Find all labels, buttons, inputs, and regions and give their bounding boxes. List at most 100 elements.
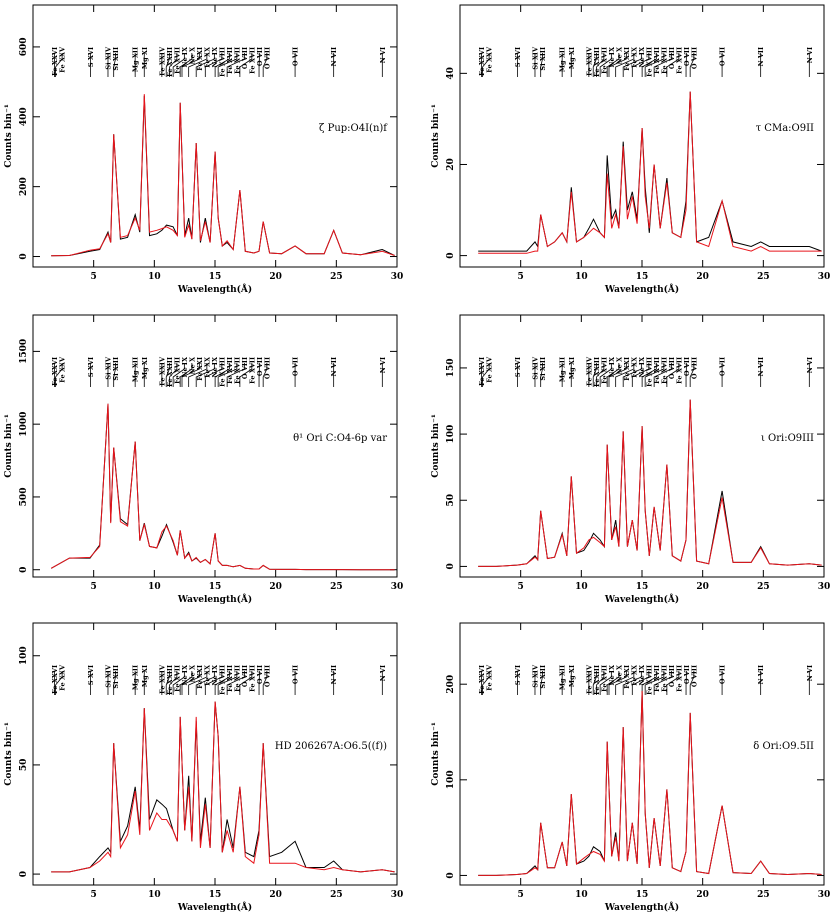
line-id-marker (608, 671, 627, 695)
line-id-marker (113, 53, 116, 77)
line-id-marker (165, 363, 170, 387)
spectrum-line (50, 403, 395, 571)
y-tick-label: 100 (19, 646, 29, 665)
x-tick-label: 5 (518, 272, 524, 282)
y-tick-label: 0 (446, 872, 456, 878)
line-id-label: S XVI (87, 357, 95, 377)
line-id-label: Fe XX (630, 46, 638, 68)
line-id-label: Mg XI (141, 665, 149, 687)
line-id-label: N VII (330, 357, 338, 376)
line-id-label: Si XIII (112, 47, 120, 71)
y-axis-label: Counts bin⁻¹ (431, 104, 441, 168)
line-id-label: Fe XX (203, 356, 211, 378)
line-id-marker (204, 53, 223, 77)
line-id-marker (615, 53, 635, 77)
y-tick-label: 50 (446, 494, 456, 507)
line-id-marker (217, 363, 238, 387)
panel-title: ι Ori:O9III (761, 433, 814, 444)
x-tick-label: 5 (91, 582, 97, 592)
line-id-label: O VIII (668, 47, 676, 69)
line-id-label: Fe XXIII (593, 47, 601, 77)
x-tick-label: 20 (269, 272, 282, 282)
line-id-marker (599, 363, 612, 387)
line-id-label: Ne X (188, 46, 196, 64)
y-tick-label: 100 (446, 770, 456, 789)
line-id-marker (592, 671, 597, 695)
line-id-marker (214, 363, 230, 387)
line-id-label: Si XIV (104, 46, 112, 70)
line-id-label: Fe XXIII (593, 357, 601, 387)
x-tick-label: 30 (818, 582, 830, 592)
line-id-label: Fe XXIV (585, 664, 593, 694)
line-id-marker (540, 53, 543, 77)
x-tick-label: 10 (148, 272, 161, 282)
x-tick-label: 5 (518, 582, 524, 592)
line-id-label: Ne IX (211, 356, 219, 377)
y-tick-label: 1500 (19, 339, 29, 364)
line-id-marker (631, 53, 650, 77)
line-id-marker (181, 671, 200, 695)
line-id-label: Fe XVIII (218, 47, 226, 77)
x-tick-label: 15 (209, 582, 222, 592)
x-tick-label: 30 (391, 890, 404, 900)
line-id-marker (179, 363, 193, 387)
line-id-marker (644, 53, 665, 77)
spectrum-line (478, 91, 822, 254)
y-tick-label: 100 (446, 425, 456, 444)
line-id-label: O VIII (690, 665, 698, 687)
line-id-label: N VI (379, 47, 387, 63)
x-tick-label: 10 (148, 582, 161, 592)
spectrum-line (51, 701, 395, 873)
line-id-label: Mg XI (568, 357, 576, 379)
line-id-label: Fe XVII (600, 357, 608, 384)
line-id-marker (622, 53, 642, 77)
spectrum-line (478, 399, 822, 567)
line-id-label: O VII (719, 47, 727, 66)
line-id-label: Ne X (188, 356, 196, 374)
line-id-label: Fe XXI (196, 47, 204, 71)
y-tick-label: 400 (19, 107, 29, 126)
x-axis-label: Wavelength(Å) (177, 901, 252, 913)
spectrum-line (51, 701, 395, 873)
line-id-marker (631, 671, 650, 695)
x-tick-label: 30 (818, 890, 830, 900)
x-tick-label: 10 (575, 890, 588, 900)
line-id-marker (239, 363, 253, 387)
line-id-marker (608, 363, 627, 387)
line-id-label: Fe XXI (196, 357, 204, 381)
line-id-marker (172, 53, 185, 77)
panel-title: δ Ori:O9.5II (753, 741, 814, 752)
line-id-label: Fe XVIII (645, 665, 653, 695)
line-id-label: Fe XX (630, 664, 638, 686)
line-id-label: N VII (330, 47, 338, 66)
line-id-marker (482, 53, 490, 77)
line-id-marker (188, 53, 208, 77)
line-id-label: Ne IX (181, 356, 189, 377)
line-id-marker (204, 363, 223, 387)
line-id-label: Fe XVII (675, 47, 683, 74)
line-id-label: O VIII (263, 47, 271, 69)
panel: 5 10 15 20 25 30 0 50 100 Wavelength(Å) Counts bin… (4, 622, 404, 913)
line-id-label: Fe XVIII (218, 357, 226, 387)
line-id-label: Fe XVII (600, 47, 608, 74)
panel-title: ζ Pup:O4I(n)f (319, 123, 388, 134)
line-id-label: Fe XVIII (218, 665, 226, 695)
line-id-label: S XVI (514, 357, 522, 377)
line-id-marker (653, 363, 672, 387)
line-id-label: Si XIII (539, 357, 547, 381)
line-id-label: Mg XI (568, 665, 576, 687)
panel-title: τ CMa:O9II (756, 123, 814, 134)
line-id-label: Fe XXVI (478, 665, 486, 694)
line-id-label: Fe XVII (173, 357, 181, 384)
panel: 5 10 15 20 25 30 0 50 100 150 Wavelength(Å) Counts … (431, 314, 830, 605)
x-tick-label: 10 (575, 272, 588, 282)
line-id-marker (226, 53, 245, 77)
line-id-label: Fe XXV (59, 46, 67, 73)
x-axis-label: Wavelength(Å) (177, 283, 252, 295)
line-id-marker (226, 363, 245, 387)
line-id-label: Fe XXI (196, 665, 204, 689)
line-id-label: O VII (683, 47, 691, 66)
line-id-label: Fe XXIV (585, 356, 593, 386)
x-tick-label: 15 (209, 890, 222, 900)
